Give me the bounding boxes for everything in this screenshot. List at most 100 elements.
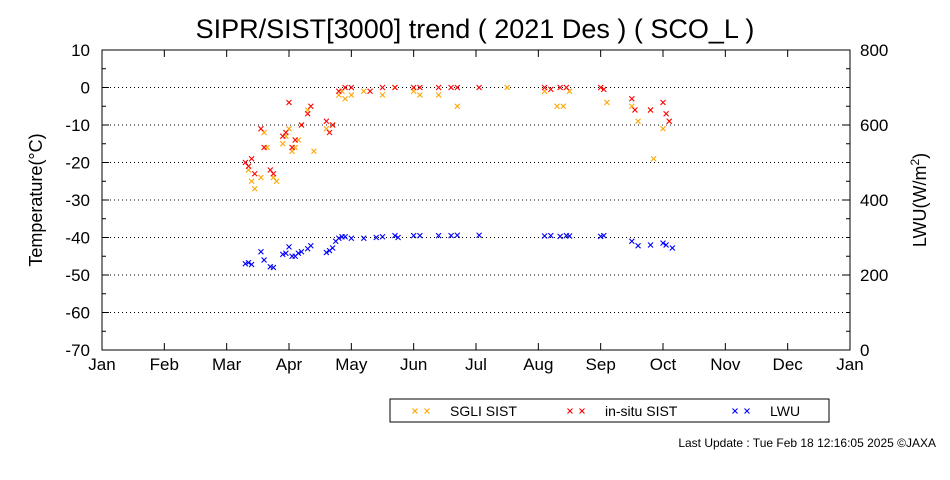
point-series-1	[454, 84, 461, 91]
x-tick-label: Mar	[212, 355, 242, 374]
y2-tick-label: 400	[860, 191, 888, 210]
point-series-2	[669, 245, 676, 251]
point-series-0	[379, 92, 386, 98]
point-series-1	[632, 107, 638, 113]
point-series-2	[635, 242, 641, 249]
point-series-1	[666, 118, 673, 125]
point-series-2	[392, 232, 398, 239]
y-tick-label: 10	[71, 41, 90, 60]
point-series-2	[628, 238, 635, 245]
y2-tick-label: 0	[860, 341, 869, 360]
y2-axis-label-main: LWU(W/m	[910, 166, 930, 248]
point-series-2	[476, 232, 483, 239]
point-series-0	[348, 92, 355, 98]
point-series-2	[435, 232, 442, 239]
x-tick-label: May	[335, 355, 368, 374]
point-series-2	[329, 245, 336, 251]
point-series-1	[261, 144, 267, 151]
point-series-0	[248, 178, 255, 185]
x-tick-label: Apr	[276, 355, 303, 374]
point-series-0	[660, 125, 666, 132]
y-tick-label: -20	[65, 154, 90, 173]
data-points	[242, 84, 676, 271]
point-series-1	[292, 137, 299, 143]
point-series-2	[566, 233, 573, 239]
legend-marker-2	[744, 408, 750, 414]
point-series-0	[554, 103, 560, 110]
point-series-2	[261, 257, 267, 263]
point-series-2	[541, 233, 548, 239]
point-series-1	[304, 110, 311, 117]
point-series-1	[557, 84, 564, 91]
point-series-1	[335, 88, 342, 95]
point-series-1	[410, 84, 417, 91]
point-series-2	[307, 242, 314, 249]
point-series-2	[395, 234, 401, 241]
point-series-2	[660, 240, 666, 247]
x-tick-label: Jun	[400, 355, 427, 374]
point-series-1	[348, 84, 355, 91]
legend-marker-0	[412, 408, 418, 414]
y-axis-label: Temperature(°C)	[26, 133, 46, 266]
legend-marker-1	[579, 408, 585, 414]
point-series-1	[597, 84, 604, 91]
point-series-2	[547, 232, 554, 239]
chart-title: SIPR/SIST[3000] trend ( 2021 Des ) ( SCO…	[196, 14, 755, 44]
point-series-2	[282, 250, 289, 257]
point-series-1	[563, 84, 570, 91]
point-series-0	[650, 155, 657, 162]
y2-tick-label: 800	[860, 41, 888, 60]
point-series-1	[323, 118, 330, 125]
point-series-2	[360, 235, 367, 242]
point-series-1	[600, 86, 607, 93]
legend-label-lwu: LWU	[770, 403, 800, 419]
point-series-1	[663, 110, 670, 117]
point-series-1	[258, 125, 264, 132]
point-series-0	[504, 84, 511, 91]
point-series-1	[476, 84, 483, 91]
point-series-1	[248, 155, 255, 162]
point-series-0	[435, 92, 442, 98]
legend: SGLI SIST in-situ SIST LWU	[389, 398, 830, 423]
point-series-2	[323, 249, 330, 256]
y-tick-label: -30	[65, 191, 90, 210]
point-series-2	[348, 235, 355, 242]
x-tick-label: Sep	[586, 355, 616, 374]
point-series-0	[417, 92, 423, 98]
point-series-1	[628, 95, 635, 102]
point-series-1	[392, 84, 398, 91]
y2-tick-labels: 800 600 400 200 0	[860, 41, 888, 360]
legend-label-insitu: in-situ SIST	[605, 403, 678, 419]
point-series-0	[342, 95, 348, 102]
point-series-2	[448, 232, 454, 239]
point-series-0	[635, 118, 641, 125]
legend-label-sgli: SGLI SIST	[450, 403, 517, 419]
point-series-1	[541, 84, 548, 91]
point-series-0	[258, 174, 264, 181]
y-tick-label: -40	[65, 229, 90, 248]
point-series-1	[417, 84, 423, 91]
point-series-2	[454, 232, 461, 239]
x-tick-label: Oct	[650, 355, 677, 374]
point-series-2	[410, 232, 417, 239]
point-series-2	[663, 242, 670, 248]
point-series-1	[547, 86, 554, 93]
y2-axis-label-sup: 2	[908, 159, 922, 166]
point-series-0	[279, 140, 286, 147]
y-tick-label: 0	[81, 79, 90, 98]
legend-box	[389, 398, 830, 423]
point-series-1	[298, 122, 305, 128]
point-series-2	[270, 264, 277, 271]
point-series-0	[251, 185, 258, 192]
point-series-2	[557, 233, 564, 240]
point-series-1	[342, 84, 348, 91]
y-tick-labels: 10 0 -10 -20 -30 -40 -50 -60 -70	[65, 41, 90, 360]
x-tick-label: Dec	[773, 355, 804, 374]
point-series-0	[454, 103, 461, 110]
point-series-1	[289, 144, 296, 151]
x-tick-label: Feb	[150, 355, 179, 374]
point-series-2	[647, 242, 654, 248]
point-series-1	[326, 129, 333, 136]
y2-axis-label: LWU(W/m2)	[908, 153, 930, 247]
